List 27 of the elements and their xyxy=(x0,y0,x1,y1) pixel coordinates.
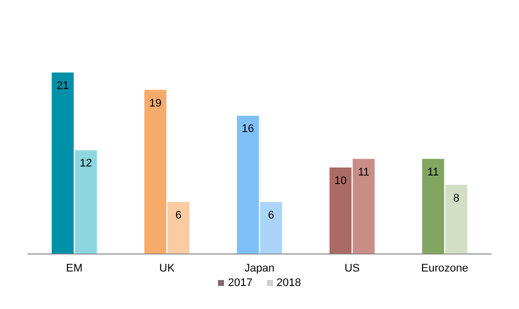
data-label: 6 xyxy=(268,210,274,222)
data-label: 6 xyxy=(175,210,182,222)
bar xyxy=(330,167,352,254)
data-label: 19 xyxy=(149,97,162,110)
x-tick-label: UK xyxy=(159,262,176,274)
data-label: 11 xyxy=(427,166,439,178)
x-tick-label: Japan xyxy=(244,262,274,274)
bar xyxy=(352,158,375,254)
bar xyxy=(445,184,468,254)
data-label: 12 xyxy=(80,158,92,170)
data-label: 10 xyxy=(334,175,347,188)
data-label: 21 xyxy=(56,80,69,92)
bar xyxy=(422,158,444,254)
data-label: 8 xyxy=(453,192,460,204)
bar xyxy=(236,116,259,254)
x-tick-label: US xyxy=(344,262,360,274)
text: 2017 xyxy=(228,277,252,289)
bar xyxy=(167,202,190,254)
x-tick-label: EM xyxy=(66,262,83,274)
bar xyxy=(144,90,166,254)
x-tick-label: Eurozone xyxy=(421,262,468,274)
data-label: 11 xyxy=(358,166,370,178)
bar xyxy=(74,150,97,254)
bar xyxy=(260,202,282,254)
bar xyxy=(52,72,74,254)
data-label: 16 xyxy=(242,123,254,136)
legend-label: 2018 xyxy=(276,277,301,289)
